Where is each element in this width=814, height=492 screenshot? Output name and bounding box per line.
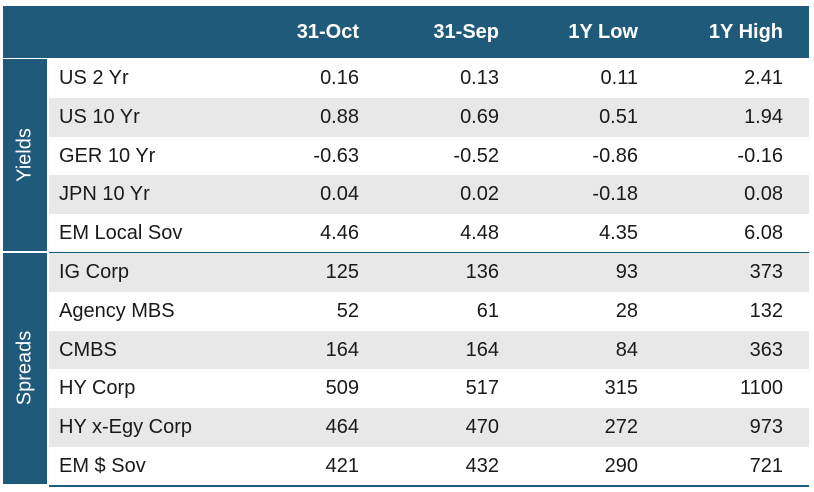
value-cell: 421: [325, 455, 359, 477]
value-cell: 721: [749, 455, 783, 477]
value-cell: 61: [476, 299, 499, 322]
group-label-text: Spreads: [13, 331, 36, 406]
table-row: JPN 10 Yr 0.04 0.02 -0.18 0.08: [49, 175, 809, 215]
value-cell: -0.18: [592, 183, 638, 206]
value-cell: 125: [325, 261, 359, 283]
value-cell: 0.13: [460, 67, 499, 89]
value-cell: 0.69: [460, 105, 499, 128]
table-row: US 2 Yr 0.16 0.13 0.11 2.41: [49, 59, 809, 98]
row-label: US 2 Yr: [59, 67, 129, 89]
value-cell: 290: [604, 455, 638, 477]
value-cell: 973: [749, 416, 783, 439]
row-label: HY x-Egy Corp: [59, 416, 193, 439]
value-cell: 509: [325, 377, 359, 400]
value-cell: -0.63: [313, 144, 359, 167]
value-cell: 136: [465, 261, 499, 283]
value-cell: 4.48: [460, 222, 499, 245]
value-cell: 132: [749, 299, 783, 322]
value-cell: 373: [749, 261, 783, 283]
group-label-text: Yields: [13, 128, 36, 182]
table-row: IG Corp 125 136 93 373: [49, 253, 809, 292]
value-cell: 272: [604, 416, 638, 439]
table-row: EM $ Sov 421 432 290 721: [49, 447, 809, 486]
table-row: US 10 Yr 0.88 0.69 0.51 1.94: [49, 97, 809, 137]
value-cell: -0.52: [453, 144, 499, 167]
value-cell: 363: [749, 338, 783, 361]
group-label-spreads: Spreads: [3, 253, 47, 486]
value-cell: 0.11: [600, 67, 638, 89]
value-cell: 4.46: [320, 222, 359, 245]
column-header: 31-Sep: [433, 21, 499, 43]
value-cell: 1100: [739, 377, 783, 400]
value-cell: 164: [465, 338, 499, 361]
value-cell: 84: [615, 338, 638, 361]
table-row: Agency MBS 52 61 28 132: [49, 292, 809, 331]
value-cell: 315: [604, 377, 638, 400]
row-label: US 10 Yr: [59, 105, 140, 128]
row-label: JPN 10 Yr: [59, 183, 150, 206]
table-row: CMBS 164 164 84 363: [49, 330, 809, 370]
row-label: EM $ Sov: [59, 455, 146, 477]
value-cell: 1.94: [744, 105, 783, 128]
group-label-yields: Yields: [3, 59, 47, 253]
value-cell: -0.16: [737, 144, 783, 167]
table-row: EM Local Sov 4.46 4.48 4.35 6.08: [49, 214, 809, 253]
table-bottom-border: [49, 484, 809, 487]
value-cell: 0.88: [320, 105, 359, 128]
rates-table: 31-Oct 31-Sep 1Y Low 1Y High US 2 Yr 0.16 0.1…: [3, 0, 813, 488]
table-row: HY x-Egy Corp 464 470 272 973: [49, 408, 809, 447]
value-cell: 2.41: [744, 67, 783, 89]
value-cell: 517: [465, 377, 499, 400]
row-label: EM Local Sov: [59, 222, 183, 245]
value-cell: 470: [465, 416, 499, 439]
value-cell: 0.02: [460, 183, 499, 206]
value-cell: 6.08: [744, 222, 783, 245]
row-label: IG Corp: [59, 261, 130, 283]
value-cell: 0.16: [320, 67, 359, 89]
table-header: 31-Oct 31-Sep 1Y Low 1Y High: [3, 6, 809, 58]
row-label: GER 10 Yr: [59, 144, 156, 167]
value-cell: 28: [615, 299, 638, 322]
value-cell: 52: [336, 299, 359, 322]
value-cell: 93: [615, 261, 638, 283]
column-header: 1Y Low: [568, 21, 638, 43]
column-header: 31-Oct: [296, 21, 359, 43]
value-cell: 164: [325, 338, 359, 361]
value-cell: 432: [465, 455, 499, 477]
column-header: 1Y High: [708, 21, 783, 43]
value-cell: 4.35: [599, 222, 638, 245]
value-cell: 0.51: [599, 105, 638, 128]
value-cell: -0.86: [592, 144, 638, 167]
value-cell: 464: [325, 416, 359, 439]
row-label: Agency MBS: [59, 299, 175, 322]
value-cell: 0.04: [320, 183, 359, 206]
row-label: HY Corp: [59, 377, 136, 400]
table-row: HY Corp 509 517 315 1100: [49, 369, 809, 408]
table-row: GER 10 Yr -0.63 -0.52 -0.86 -0.16: [49, 137, 809, 176]
row-label: CMBS: [59, 338, 117, 361]
value-cell: 0.08: [744, 183, 783, 206]
